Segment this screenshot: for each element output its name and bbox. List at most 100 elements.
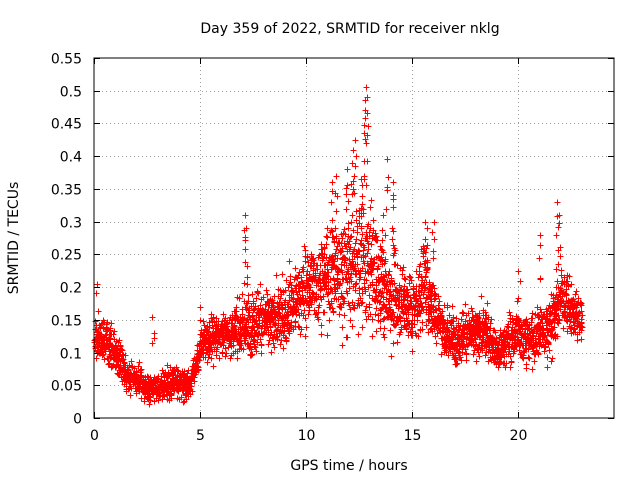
- data-point: [401, 283, 408, 290]
- data-point: [379, 227, 386, 234]
- data-point: [336, 281, 343, 288]
- data-point: [249, 313, 256, 320]
- data-point: [478, 293, 485, 300]
- data-point: [572, 291, 579, 298]
- data-point: [194, 363, 201, 370]
- data-point: [377, 310, 384, 317]
- data-point: [258, 350, 265, 357]
- data-point: [444, 304, 451, 311]
- data-point: [168, 395, 175, 402]
- x-tick-label: 5: [196, 428, 205, 444]
- data-point: [92, 318, 99, 325]
- data-point: [243, 225, 250, 232]
- data-point: [352, 287, 359, 294]
- data-point: [575, 295, 582, 302]
- data-point: [353, 271, 360, 278]
- data-point: [383, 206, 390, 213]
- data-point: [379, 237, 386, 244]
- data-point: [344, 334, 351, 341]
- data-point: [561, 308, 568, 315]
- data-point: [351, 305, 358, 312]
- data-point: [430, 282, 437, 289]
- data-point: [411, 321, 418, 328]
- data-point: [333, 235, 340, 242]
- data-point: [334, 265, 341, 272]
- data-point: [578, 308, 585, 315]
- data-point: [422, 219, 429, 226]
- data-point: [339, 269, 346, 276]
- data-point: [240, 346, 247, 353]
- data-point: [189, 388, 196, 395]
- data-point: [349, 323, 356, 330]
- data-point: [577, 301, 584, 308]
- data-point: [97, 324, 104, 331]
- data-point: [417, 261, 424, 268]
- data-point: [296, 288, 303, 295]
- data-point: [128, 358, 135, 365]
- data-point: [243, 323, 250, 330]
- data-point: [280, 345, 287, 352]
- data-point: [222, 315, 229, 322]
- data-point: [347, 317, 354, 324]
- data-point: [320, 293, 327, 300]
- data-point: [419, 303, 426, 310]
- data-point: [364, 132, 371, 139]
- data-point: [360, 206, 367, 213]
- data-point: [369, 333, 376, 340]
- data-point: [396, 282, 403, 289]
- data-point: [100, 325, 107, 332]
- y-tick-label: 0.45: [51, 117, 82, 133]
- data-point: [330, 309, 337, 316]
- data-point: [332, 225, 339, 232]
- data-point: [531, 358, 538, 365]
- data-point: [473, 341, 480, 348]
- data-point: [541, 333, 548, 340]
- data-point: [368, 197, 375, 204]
- data-point: [195, 356, 202, 363]
- data-point: [551, 332, 558, 339]
- data-point: [329, 228, 336, 235]
- data-point: [254, 339, 261, 346]
- data-point: [392, 322, 399, 329]
- data-point: [155, 397, 162, 404]
- data-point: [380, 331, 387, 338]
- data-point: [553, 232, 560, 239]
- data-point: [544, 364, 551, 371]
- data-point: [249, 291, 256, 298]
- data-point: [363, 277, 370, 284]
- data-point: [327, 276, 334, 283]
- data-point: [241, 315, 248, 322]
- data-point: [301, 243, 308, 250]
- data-point: [564, 278, 571, 285]
- data-point: [283, 277, 290, 284]
- data-point: [579, 324, 586, 331]
- data-point: [388, 297, 395, 304]
- data-point: [391, 250, 398, 257]
- data-point: [220, 311, 227, 318]
- data-point: [292, 319, 299, 326]
- data-point: [517, 278, 524, 285]
- data-point: [403, 325, 410, 332]
- data-point: [418, 300, 425, 307]
- data-point: [244, 281, 251, 288]
- data-point: [376, 299, 383, 306]
- data-point: [423, 322, 430, 329]
- data-point: [358, 213, 365, 220]
- data-point: [366, 229, 373, 236]
- data-point: [227, 355, 234, 362]
- data-point: [214, 344, 221, 351]
- data-point: [468, 305, 475, 312]
- data-point: [270, 299, 277, 306]
- data-point: [315, 316, 322, 323]
- data-point: [507, 364, 514, 371]
- data-point: [381, 325, 388, 332]
- data-point: [392, 298, 399, 305]
- data-point: [386, 301, 393, 308]
- data-point: [400, 310, 407, 317]
- data-point: [324, 332, 331, 339]
- data-point: [350, 178, 357, 185]
- data-point: [303, 298, 310, 305]
- data-point: [472, 322, 479, 329]
- data-point: [380, 316, 387, 323]
- data-point: [392, 247, 399, 254]
